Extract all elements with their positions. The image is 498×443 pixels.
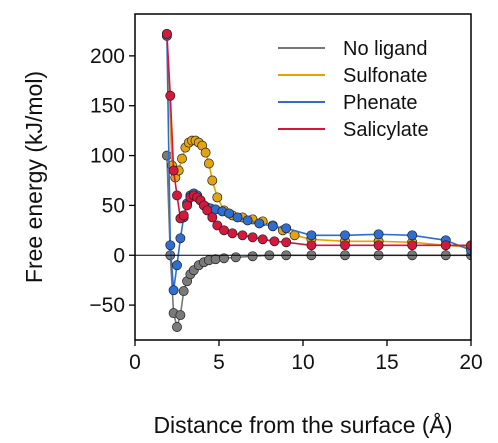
legend-label-phenate: Phenate bbox=[343, 92, 418, 114]
data-point-salicylate bbox=[306, 240, 317, 251]
data-point-salicylate bbox=[281, 237, 292, 248]
y-tick-label: 200 bbox=[90, 45, 125, 68]
data-point-phenate bbox=[373, 229, 384, 240]
x-axis-title: Distance from the surface (Å) bbox=[153, 411, 452, 438]
data-point-salicylate bbox=[202, 205, 213, 216]
legend-item-salicylate: Salicylate bbox=[278, 119, 429, 141]
data-point-salicylate bbox=[168, 165, 179, 176]
x-tick-label: 20 bbox=[459, 351, 482, 374]
data-point-phenate bbox=[281, 223, 292, 234]
data-point-phenate bbox=[168, 285, 179, 296]
data-point-salicylate bbox=[165, 90, 176, 101]
data-point-salicylate bbox=[207, 212, 218, 223]
data-point-salicylate bbox=[373, 240, 384, 251]
data-point-phenate bbox=[254, 218, 265, 229]
series-layer bbox=[161, 28, 471, 332]
legend-label-sulfonate: Sulfonate bbox=[343, 65, 428, 87]
legend-item-no-ligand: No ligand bbox=[278, 38, 428, 60]
series-no-ligand bbox=[161, 150, 471, 332]
data-point-no-ligand bbox=[178, 286, 189, 297]
data-point-salicylate bbox=[237, 230, 248, 241]
ticks-layer: 0 5 10 15 20 −50 0 50 100 150 200 bbox=[89, 45, 482, 374]
data-point-phenate bbox=[340, 230, 350, 241]
data-point-no-ligand bbox=[161, 150, 172, 161]
data-point-salicylate bbox=[161, 28, 172, 39]
x-tick-label: 5 bbox=[213, 351, 225, 374]
legend-label-no-ligand: No ligand bbox=[343, 38, 428, 60]
x-tick-label: 15 bbox=[375, 351, 398, 374]
data-point-salicylate bbox=[440, 240, 451, 251]
data-point-sulfonate bbox=[207, 175, 218, 186]
series-salicylate bbox=[161, 28, 471, 251]
x-tick-label: 0 bbox=[129, 351, 141, 374]
data-point-salicylate bbox=[212, 220, 223, 231]
data-point-sulfonate bbox=[203, 158, 214, 169]
data-point-no-ligand bbox=[247, 251, 258, 262]
legend-item-phenate: Phenate bbox=[278, 92, 418, 114]
y-tick-label: 50 bbox=[102, 194, 125, 217]
data-point-phenate bbox=[407, 230, 418, 241]
data-point-salicylate bbox=[269, 236, 280, 247]
x-tick-label: 10 bbox=[291, 351, 314, 374]
y-axis-title: Free energy (kJ/mol) bbox=[21, 71, 47, 283]
data-point-salicylate bbox=[178, 210, 189, 221]
data-point-phenate bbox=[267, 221, 278, 232]
data-point-salicylate bbox=[219, 225, 229, 236]
data-point-salicylate bbox=[340, 240, 350, 251]
data-point-phenate bbox=[172, 260, 182, 271]
data-point-phenate bbox=[232, 212, 243, 223]
data-point-no-ligand bbox=[219, 253, 229, 264]
data-point-phenate bbox=[224, 208, 235, 219]
legend: No ligand Sulfonate Phenate Salicylate bbox=[278, 38, 429, 141]
data-point-sulfonate bbox=[200, 147, 211, 158]
data-point-salicylate bbox=[407, 240, 418, 251]
y-tick-label: −50 bbox=[89, 294, 125, 317]
data-point-phenate bbox=[165, 240, 176, 251]
y-tick-label: 150 bbox=[90, 95, 125, 118]
data-point-phenate bbox=[175, 233, 186, 244]
data-point-phenate bbox=[242, 215, 253, 226]
data-point-no-ligand bbox=[172, 322, 182, 332]
legend-item-sulfonate: Sulfonate bbox=[278, 65, 428, 87]
y-tick-label: 0 bbox=[113, 244, 125, 267]
data-point-no-ligand bbox=[210, 254, 221, 265]
data-point-salicylate bbox=[257, 234, 268, 245]
data-point-salicylate bbox=[227, 228, 238, 239]
data-point-no-ligand bbox=[175, 310, 186, 321]
legend-label-salicylate: Salicylate bbox=[343, 119, 429, 141]
data-point-salicylate bbox=[172, 190, 182, 201]
data-point-salicylate bbox=[247, 232, 258, 243]
y-tick-label: 100 bbox=[90, 145, 125, 168]
data-point-phenate bbox=[306, 230, 317, 241]
data-point-sulfonate bbox=[212, 192, 223, 203]
data-point-sulfonate bbox=[177, 153, 187, 164]
data-point-no-ligand bbox=[230, 252, 241, 263]
